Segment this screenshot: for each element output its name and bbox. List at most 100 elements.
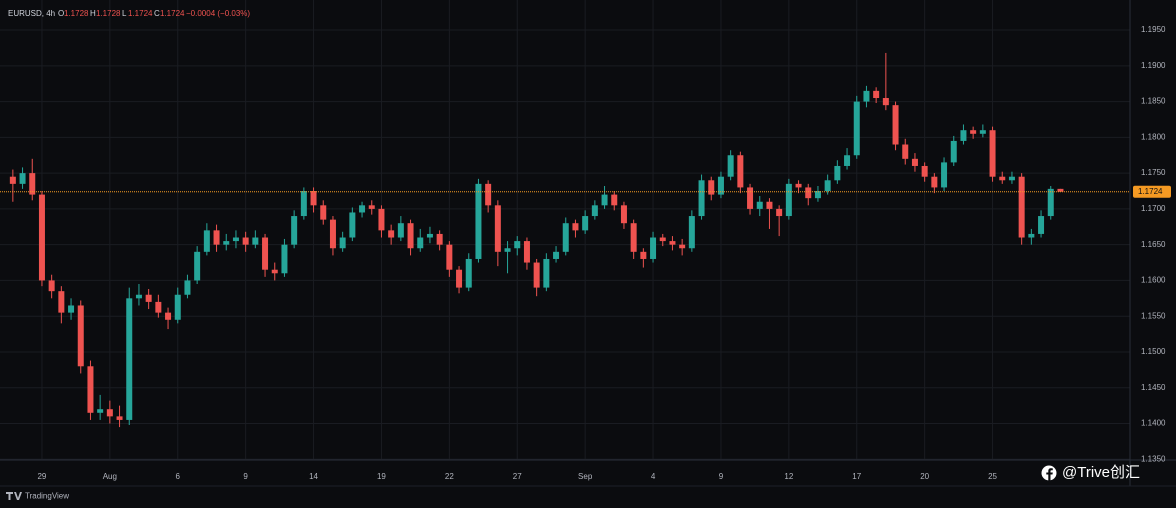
candle-body (126, 298, 133, 420)
candle-body (1028, 233, 1035, 238)
candle-body (213, 230, 220, 245)
candle-body (999, 176, 1006, 181)
candle-body (882, 98, 889, 106)
candle-body (194, 251, 201, 281)
candle-body (378, 208, 385, 231)
field-label: H (90, 9, 96, 18)
candle-body (436, 233, 443, 245)
field-value: 1.1724 (160, 9, 185, 18)
x-tick-label: 9 (719, 472, 724, 481)
candle-body (698, 180, 705, 217)
candle-body (203, 230, 210, 252)
y-tick-label: 1.1500 (1141, 347, 1166, 356)
candle-body (989, 130, 996, 177)
candles (9, 52, 1064, 428)
candle-body (242, 237, 249, 245)
candle-body (48, 280, 55, 292)
candle-body (1008, 176, 1015, 181)
candle-body (824, 180, 831, 192)
field-value: 1.1728 (96, 9, 121, 18)
candle-body (291, 216, 298, 245)
candle-body (911, 158, 918, 166)
candle-body (9, 176, 16, 184)
candle-body (475, 183, 482, 259)
candle-body (456, 269, 463, 288)
candle-body (562, 223, 569, 252)
candle-body (232, 237, 239, 242)
candle-body (814, 191, 821, 199)
candle-body (572, 223, 579, 231)
candle-body (931, 176, 938, 188)
candle-body (863, 90, 870, 102)
candle-body (58, 291, 65, 313)
candle-body (776, 208, 783, 217)
candle-body (465, 258, 472, 288)
candle-body (941, 162, 948, 188)
candle-body (523, 241, 530, 263)
x-tick-label: 27 (513, 472, 522, 481)
x-tick-label: 6 (176, 472, 181, 481)
y-tick-label: 1.1650 (1141, 240, 1166, 249)
candle-body (679, 244, 686, 249)
candle-body (785, 183, 792, 217)
candle-body (630, 223, 637, 252)
candle-body (756, 201, 763, 209)
candle-body (106, 409, 113, 417)
candle-body (407, 223, 414, 249)
x-tick-label: 29 (37, 472, 46, 481)
candle-body (135, 294, 142, 299)
x-tick-label: 19 (377, 472, 386, 481)
candle-body (252, 237, 259, 245)
candle-body (388, 230, 395, 238)
y-tick-label: 1.1800 (1141, 132, 1166, 141)
candle-body (543, 258, 550, 288)
candle-body (1047, 188, 1054, 217)
candle-body (68, 305, 75, 313)
candle-body (844, 155, 851, 166)
candle-body (960, 130, 967, 141)
candle-body (116, 416, 123, 420)
y-tick-label: 1.1700 (1141, 204, 1166, 213)
candle-body (281, 244, 288, 274)
y-tick-label: 1.1450 (1141, 383, 1166, 392)
candle-body (950, 140, 957, 163)
candle-body (902, 144, 909, 159)
field-label: O (58, 9, 64, 18)
field-value: 1.1728 (64, 9, 89, 18)
candle-body (504, 248, 511, 252)
candle-body (155, 301, 162, 313)
candle-body (300, 191, 307, 217)
x-tick-label: Sep (578, 472, 593, 481)
candle-body (727, 155, 734, 177)
candle-body (262, 237, 269, 270)
candle-body (77, 305, 84, 367)
candle-body (329, 219, 336, 249)
candle-body (601, 194, 608, 206)
candle-body (271, 269, 278, 274)
y-tick-label: 1.1600 (1141, 276, 1166, 285)
x-tick-label: Aug (103, 472, 117, 481)
change: −0.0004 (−0.03%) (186, 9, 250, 18)
candle-body (339, 237, 346, 249)
candle-body (591, 205, 598, 217)
candle-body (747, 187, 754, 209)
candle-body (553, 251, 560, 259)
candle-body (582, 216, 589, 231)
candle-body (669, 241, 676, 245)
candle-body (349, 212, 356, 238)
candle-body (970, 130, 977, 134)
candle-body (368, 205, 375, 209)
candle-body (223, 241, 230, 245)
candle-body (795, 183, 802, 188)
candle-body (611, 194, 618, 206)
candle-body (165, 312, 172, 320)
candle-body (979, 130, 986, 134)
x-tick-label: 20 (920, 472, 929, 481)
candle-body (426, 233, 433, 238)
candle-body (533, 262, 540, 288)
price-label-box (1133, 185, 1171, 198)
x-tick-label: 17 (852, 472, 861, 481)
candle-body (87, 366, 94, 413)
